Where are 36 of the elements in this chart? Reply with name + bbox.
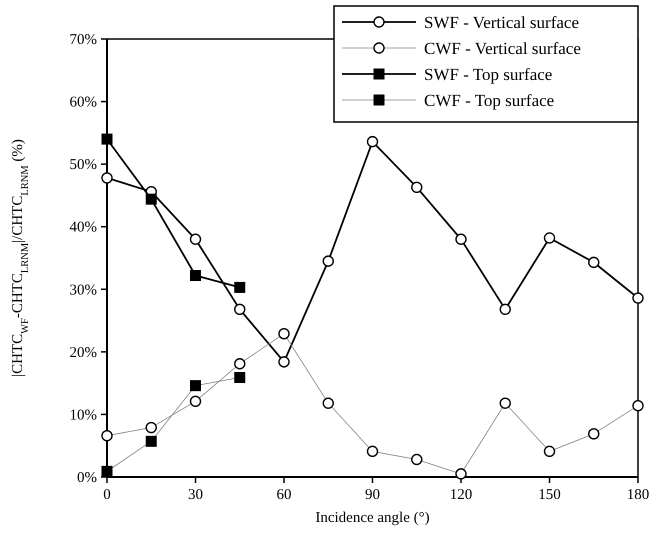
point — [588, 256, 600, 268]
y-tick-label: 10% — [70, 407, 97, 424]
point — [544, 232, 556, 244]
point — [234, 282, 246, 293]
point — [234, 304, 246, 316]
x-tick-label: 180 — [626, 487, 650, 503]
point — [455, 234, 467, 245]
x-tick-label: 0 — [103, 487, 111, 503]
legend-label: CWF - Top surface — [424, 91, 554, 110]
point — [500, 304, 511, 316]
legend-label: CWF - Vertical surface — [424, 39, 581, 58]
legend-label: SWF - Vertical surface — [424, 13, 579, 32]
y-tick-label: 40% — [70, 220, 97, 236]
x-tick-label: 30 — [188, 487, 203, 503]
point — [101, 172, 113, 184]
point — [632, 292, 644, 304]
y-tick-label: 30% — [70, 282, 97, 298]
point — [411, 182, 422, 193]
point — [322, 255, 334, 267]
point — [146, 194, 157, 205]
y-tick-label: 70% — [70, 32, 97, 48]
point — [190, 234, 202, 245]
x-tick-label: 120 — [450, 487, 472, 503]
point — [366, 136, 378, 148]
point — [190, 270, 201, 282]
point — [278, 356, 290, 368]
x-tick-label: 150 — [538, 487, 561, 503]
x-axis-title: Incidence angle (°) — [315, 510, 430, 526]
legend-label: SWF - Top surface — [424, 65, 552, 84]
y-tick-label: 0% — [77, 470, 97, 486]
x-tick-label: 90 — [365, 487, 380, 503]
point — [102, 134, 112, 145]
y-tick-label: 60% — [70, 94, 97, 111]
y-tick-label: 50% — [70, 157, 97, 174]
y-tick-label: 20% — [70, 344, 97, 361]
x-tick-label: 60 — [276, 487, 292, 503]
